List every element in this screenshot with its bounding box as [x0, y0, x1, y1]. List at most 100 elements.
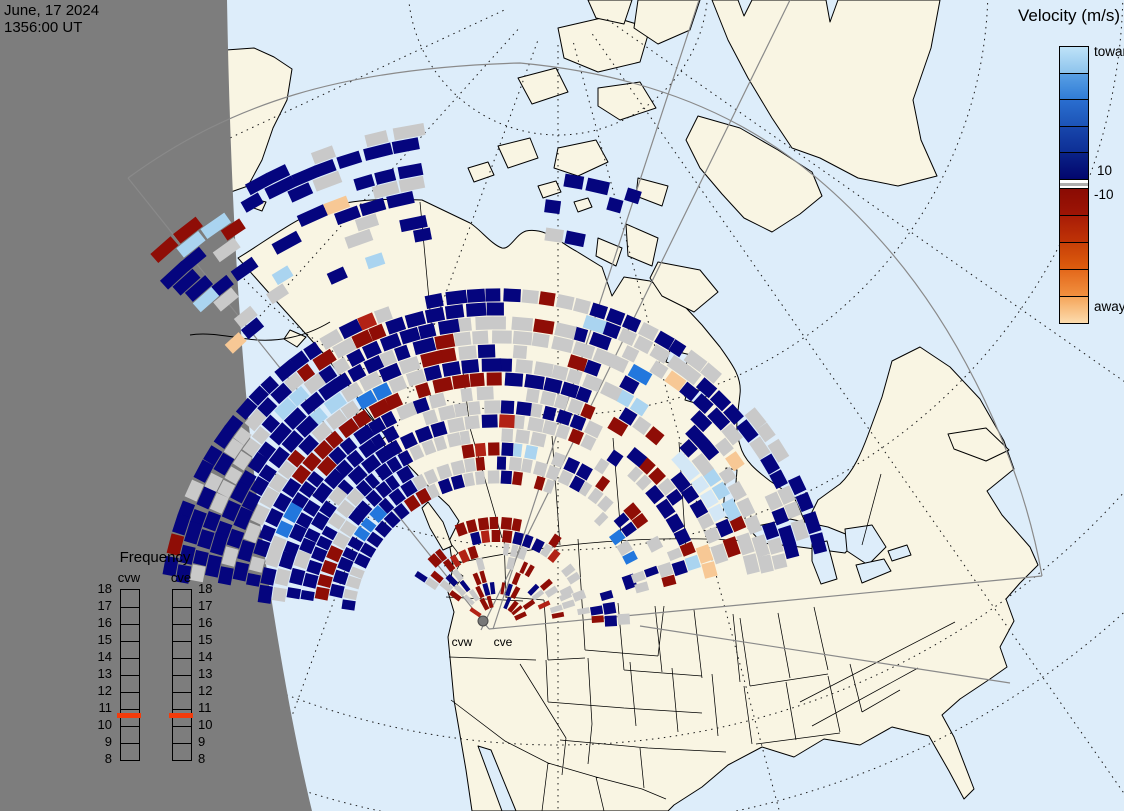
- scatter-cell: [284, 372, 305, 392]
- scatter-cell: [221, 546, 239, 567]
- scatter-cell: [162, 555, 179, 577]
- scatter-cell: [349, 566, 365, 579]
- scatter-cell: [605, 307, 626, 326]
- scatter-cell: [302, 572, 319, 589]
- scatter-cell: [248, 385, 269, 406]
- scatter-cell: [619, 375, 640, 395]
- frequency-tick-label-left: 13: [97, 666, 112, 681]
- scatter-cell: [265, 283, 290, 305]
- scatter-cell: [511, 518, 522, 532]
- scatter-cell: [343, 588, 358, 601]
- scatter-cell: [361, 454, 382, 474]
- scatter-cell: [679, 439, 698, 458]
- scatter-cell: [364, 252, 386, 270]
- scatter-cell: [645, 535, 664, 553]
- scatter-cell: [445, 289, 468, 306]
- scatter-cell: [680, 485, 700, 504]
- scatter-cell: [458, 549, 471, 564]
- scatter-cell: [564, 230, 586, 248]
- scatter-cell: [499, 358, 513, 372]
- scatter-cell: [415, 487, 432, 505]
- scatter-cell: [601, 321, 622, 340]
- arctic-island-f: [517, 67, 569, 105]
- scatter-cell: [555, 294, 575, 311]
- scatter-cell: [723, 403, 744, 425]
- scatter-cell: [508, 456, 523, 472]
- scatter-cell: [697, 512, 715, 530]
- scatter-cell: [580, 403, 596, 420]
- scatter-cell: [250, 504, 270, 526]
- scatter-cell: [527, 416, 545, 433]
- fov-southeast-edge: [639, 625, 1011, 684]
- victoria-island: [649, 261, 719, 313]
- scatter-cell: [427, 553, 443, 568]
- scatter-cell: [690, 410, 713, 433]
- scatter-cell: [359, 542, 377, 558]
- scatter-cell: [539, 543, 553, 558]
- scatter-cell: [358, 439, 379, 459]
- scatter-cell: [312, 170, 343, 192]
- scatter-cell: [632, 416, 652, 436]
- scatter-cell: [346, 575, 362, 590]
- scatter-cell: [426, 483, 441, 499]
- scatter-cell: [634, 581, 650, 594]
- scatter-cell: [296, 363, 316, 382]
- scatter-cell: [537, 600, 551, 610]
- scatter-cell: [594, 458, 610, 475]
- scatter-cell: [595, 475, 611, 492]
- scatter-cell: [434, 333, 456, 350]
- scatter-cell: [545, 464, 561, 481]
- scatter-cell: [388, 375, 408, 394]
- scatter-cell: [715, 518, 734, 538]
- scatter-cell: [503, 288, 521, 303]
- scatter-cell: [213, 425, 236, 449]
- scatter-cell: [184, 275, 214, 302]
- frequency-marker-cve: [169, 713, 193, 719]
- scatter-cell: [475, 316, 495, 331]
- scatter-cell: [287, 449, 306, 468]
- scatter-cell: [302, 452, 322, 472]
- scatter-cell: [477, 344, 496, 359]
- scatter-cell: [682, 463, 700, 482]
- scatter-cell: [500, 470, 513, 485]
- scatter-cell: [563, 173, 585, 190]
- scatter-cell: [316, 535, 333, 551]
- scatter-cell: [259, 486, 280, 509]
- scatter-cell: [192, 286, 220, 313]
- scatter-cell: [567, 398, 584, 415]
- scatter-cell: [371, 180, 400, 199]
- scatter-cell: [344, 228, 374, 249]
- scatter-cell: [501, 442, 514, 457]
- scatter-cell: [475, 557, 486, 571]
- scatter-cell: [282, 477, 302, 498]
- scatter-cell: [787, 475, 807, 496]
- frequency-tick-label-left: 16: [97, 615, 112, 630]
- scatter-cell: [627, 466, 644, 483]
- scatter-cell: [430, 421, 448, 438]
- scatter-cell: [582, 373, 603, 393]
- scatter-cell: [314, 586, 330, 601]
- frequency-tick-label-left: 12: [97, 683, 112, 698]
- scatter-cell: [649, 360, 669, 380]
- scatter-cell: [326, 266, 348, 285]
- scatter-cell: [512, 443, 523, 458]
- scatter-cell: [665, 513, 685, 534]
- scatter-cell: [415, 382, 432, 399]
- scatter-cell: [453, 584, 467, 597]
- scatter-cell: [421, 439, 437, 456]
- scatter-cell: [622, 550, 638, 565]
- frequency-tick-label-right: 9: [198, 734, 206, 749]
- scatter-cell: [244, 172, 273, 196]
- scatter-cell: [489, 516, 499, 530]
- scatter-cell: [289, 567, 306, 586]
- scatter-cell: [291, 464, 312, 485]
- scatter-cell: [385, 316, 407, 335]
- frequency-bar-tick: [121, 623, 139, 625]
- scatter-cell: [353, 173, 375, 191]
- scatter-cell: [412, 473, 428, 491]
- scatter-cell: [527, 583, 540, 596]
- scatter-cell: [190, 564, 206, 583]
- scatter-cell: [648, 467, 666, 485]
- scatter-cell: [328, 512, 346, 530]
- scatter-cell: [472, 330, 489, 345]
